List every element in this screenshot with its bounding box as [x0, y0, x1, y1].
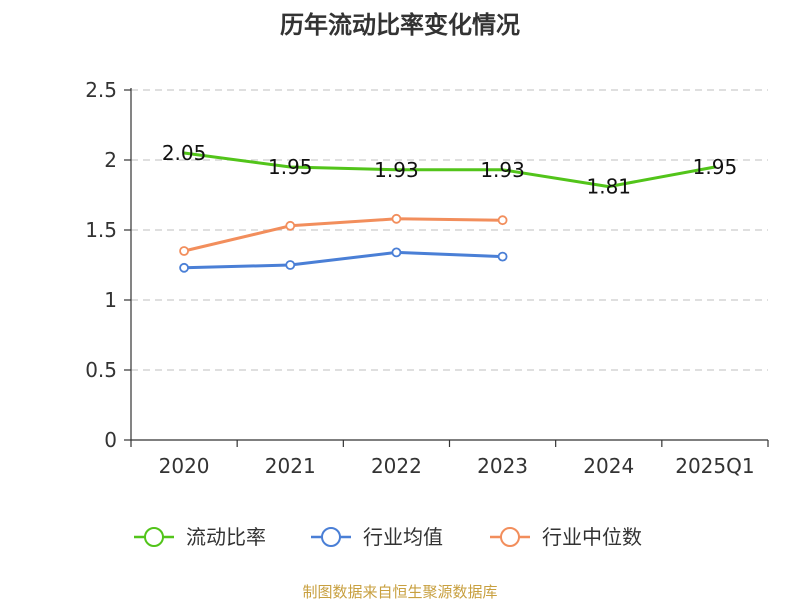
x-tick-label: 2020: [159, 454, 210, 478]
series-line: [182, 250, 505, 270]
x-tick-label: 2021: [265, 454, 316, 478]
legend-label: 行业中位数: [542, 525, 642, 549]
data-label: 1.95: [693, 155, 738, 179]
data-point: [497, 251, 508, 262]
data-label: 2.05: [162, 141, 207, 165]
x-tick-label: 2023: [477, 454, 528, 478]
series-lines: [179, 151, 717, 273]
data-point: [391, 247, 402, 258]
data-label: 1.81: [586, 175, 631, 199]
data-point: [497, 215, 508, 226]
legend-label: 流动比率: [186, 525, 266, 549]
legend: 流动比率 行业均值 行业中位数: [134, 525, 642, 549]
y-tick-label: 2.5: [85, 78, 117, 102]
x-tick-label: 2022: [371, 454, 422, 478]
legend-label: 行业均值: [363, 525, 443, 549]
series-line: [182, 217, 505, 253]
data-point: [391, 213, 402, 224]
source-note: 制图数据来自恒生聚源数据库: [302, 583, 497, 600]
data-point: [285, 260, 296, 270]
y-tick-label: 1: [104, 288, 117, 312]
x-tick-label: 2025Q1: [675, 454, 754, 478]
data-labels: 2.05 1.95 1.93 1.93 1.81 1.95: [162, 141, 737, 199]
data-point: [179, 246, 189, 256]
data-label: 1.95: [268, 155, 313, 179]
axes: 0 0.5 1 1.5 2 2.5 2020 2021 2022 2023 2024 2025Q1: [85, 78, 769, 478]
series-line: [182, 151, 717, 189]
grid-lines: [131, 89, 768, 371]
y-tick-label: 0: [104, 428, 117, 452]
data-point: [179, 262, 189, 273]
data-label: 1.93: [480, 158, 525, 182]
y-tick-label: 0.5: [85, 358, 117, 382]
legend-marker: [321, 527, 341, 547]
chart-title: 历年流动比率变化情况: [280, 11, 520, 39]
y-tick-label: 1.5: [85, 218, 117, 242]
legend-marker: [144, 527, 164, 547]
data-label: 1.93: [374, 158, 419, 182]
legend-marker: [500, 527, 520, 547]
y-tick-label: 2: [104, 148, 117, 172]
data-point: [285, 220, 296, 231]
x-tick-label: 2024: [583, 454, 634, 478]
